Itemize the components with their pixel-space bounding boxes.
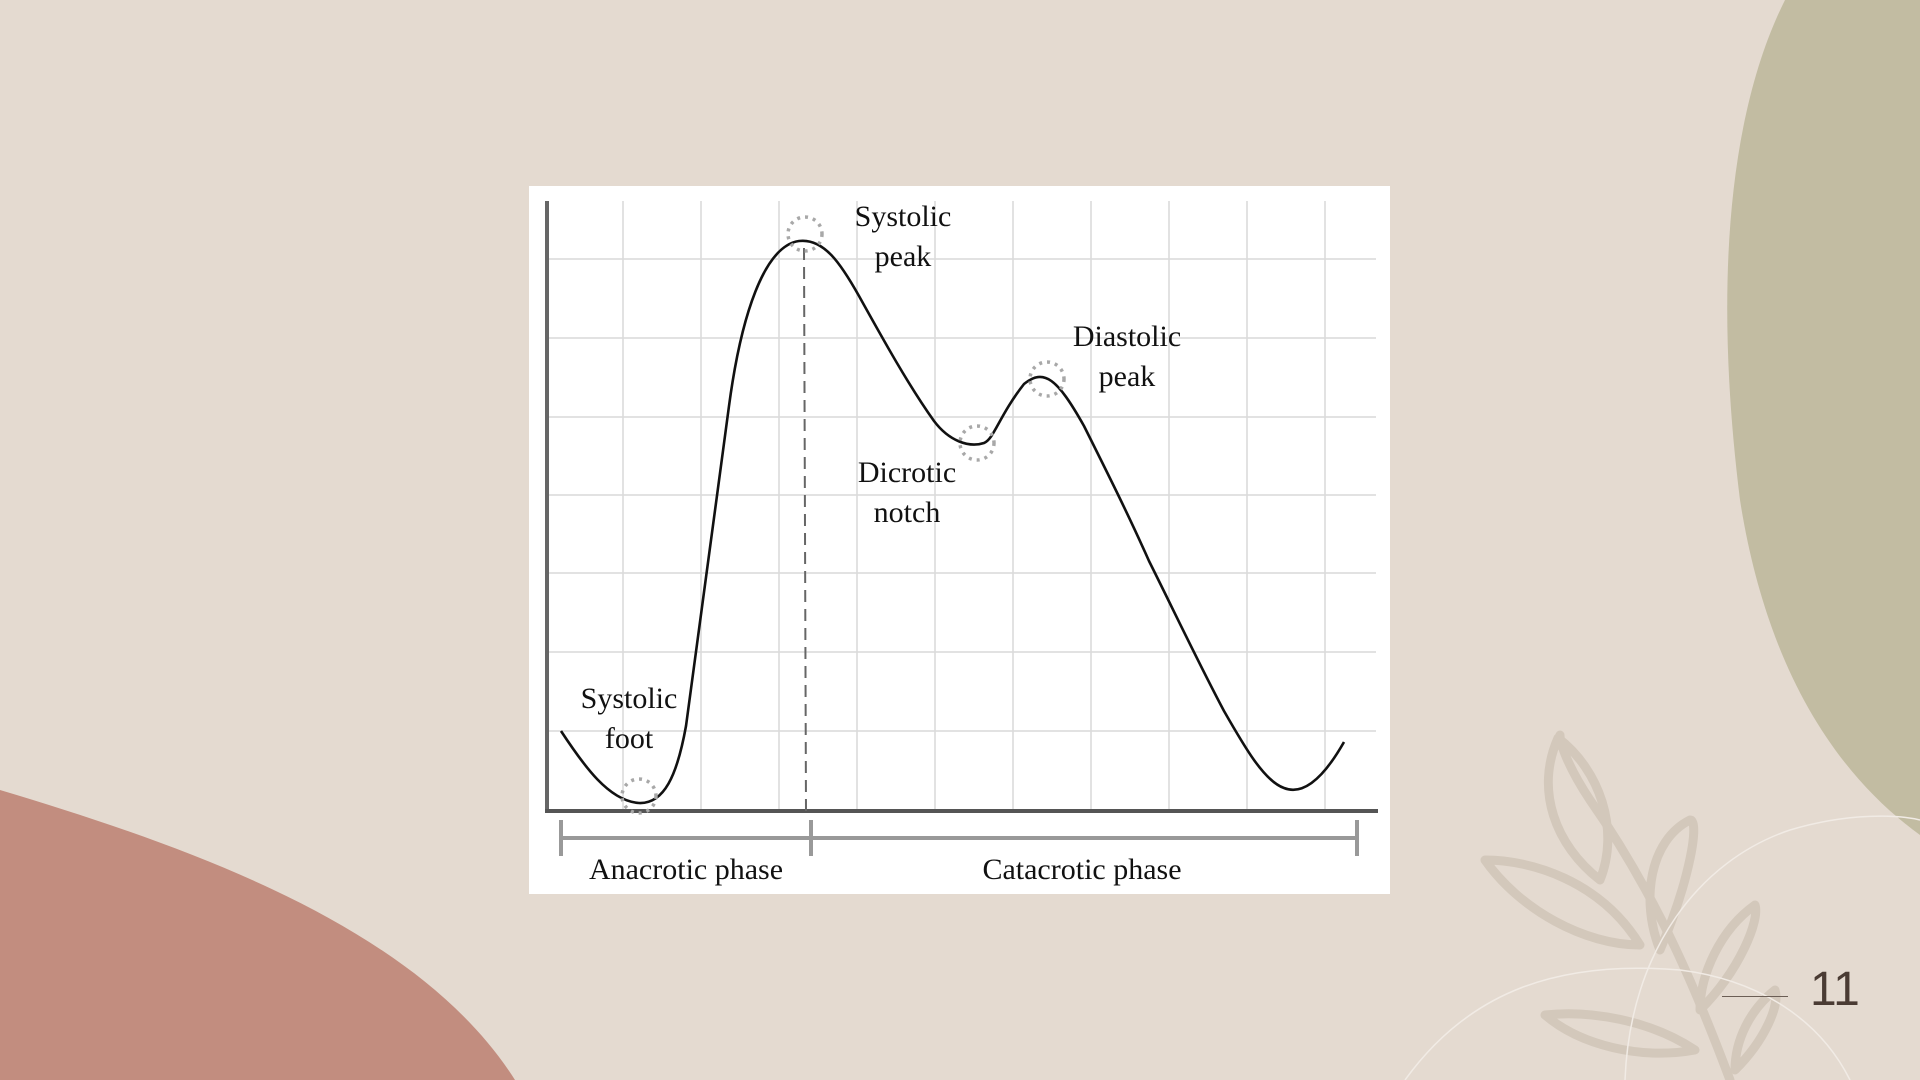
phase-divider-dashed-line	[803, 247, 807, 812]
leaf-branch-icon	[1480, 730, 1781, 1080]
terracotta-blob-shape	[0, 790, 515, 1080]
olive-blob-shape	[1727, 0, 1920, 835]
systolic-foot-label-line1: Systolic	[581, 682, 678, 715]
decorative-arc-lines	[1404, 815, 1920, 1080]
systolic-peak-marker	[786, 215, 824, 253]
diastolic-peak-label-line1: Diastolic	[1073, 320, 1181, 353]
pulse-waveform-figure: Systolic peak Diastolic peak Dicrotic no…	[529, 186, 1390, 894]
catacrotic-phase-label: Catacrotic phase	[982, 853, 1181, 886]
dicrotic-notch-marker	[958, 424, 996, 462]
slide-number-rule	[1722, 996, 1788, 997]
grid	[547, 201, 1376, 810]
dicrotic-notch-label-line2: notch	[874, 496, 941, 529]
systolic-foot-label-line2: foot	[605, 722, 654, 755]
dicrotic-notch-label-line1: Dicrotic	[858, 456, 956, 489]
pulse-waveform-curve	[559, 239, 1346, 805]
landmark-markers	[620, 215, 1066, 815]
systolic-foot-marker	[620, 777, 658, 815]
slide-number: 11	[1810, 963, 1860, 1016]
systolic-peak-label-line1: Systolic	[855, 200, 952, 233]
phase-brackets	[559, 820, 1359, 856]
anacrotic-phase-label: Anacrotic phase	[589, 853, 783, 886]
diastolic-peak-marker	[1028, 360, 1066, 398]
diastolic-peak-label-line2: peak	[1099, 360, 1156, 393]
systolic-peak-label-line2: peak	[875, 240, 932, 273]
